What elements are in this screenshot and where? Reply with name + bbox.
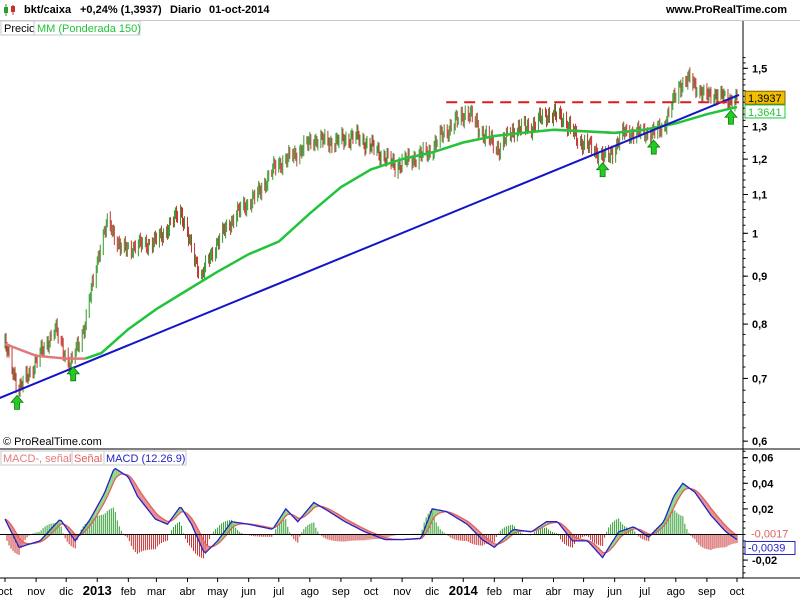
- macd-value-tag: -0,0039: [748, 542, 785, 554]
- date-readout: 01-oct-2014: [209, 4, 270, 16]
- x-tick-label: feb: [487, 586, 502, 598]
- y-tick-label: 1,5: [752, 63, 767, 75]
- up-arrow-icon: [66, 366, 81, 382]
- macd-y-tick-label: 0,02: [752, 504, 773, 516]
- x-tick-label: dic: [425, 586, 440, 598]
- y-tick-label: 0,8: [752, 319, 767, 331]
- x-tick-label: sep: [332, 586, 350, 598]
- last-price-tag-label: 1,3937: [748, 93, 782, 105]
- symbol-title: bkt/caixa: [24, 4, 72, 16]
- x-tick-label: may: [573, 586, 594, 598]
- period-readout: Diario: [170, 4, 202, 16]
- macd-y-tick-label: 0,06: [752, 453, 773, 465]
- ma-value-tag: [744, 104, 786, 119]
- price-tags: 1,3937 1,3641: [744, 90, 786, 119]
- x-tick-label: may: [207, 586, 228, 598]
- x-tick-label: jul: [638, 586, 650, 598]
- y-tick-label: 1,1: [752, 190, 767, 202]
- x-tick-label: mar: [513, 586, 532, 598]
- x-tick-label: 2013: [83, 583, 112, 598]
- x-tick-label: nov: [393, 586, 411, 598]
- x-tick-label: mar: [147, 586, 166, 598]
- y-tick-label: 1: [752, 228, 758, 240]
- x-tick-label: ago: [301, 586, 319, 598]
- x-tick-label: sep: [698, 586, 716, 598]
- up-arrow-icon: [646, 139, 661, 155]
- x-tick-label: nov: [27, 586, 45, 598]
- title-bar: bkt/caixa +0,24% (1,3937) Diario 01-oct-…: [0, 0, 800, 21]
- y-tick-label: 0,7: [752, 373, 767, 385]
- y-tick-label: 0,9: [752, 271, 767, 283]
- last-price-tag: [744, 90, 786, 105]
- moving-average-green-segment: [84, 105, 738, 360]
- y-tick-label: 0,6: [752, 436, 767, 448]
- macd-signal-line: [4, 473, 738, 554]
- time-x-axis: oct nov dic 2013 feb mar abr may jun jul ago sep oct…: [0, 578, 744, 598]
- moving-average-red-segment: [4, 342, 86, 360]
- macd-y-axis: 0,06 0,04 0,02 -0,02: [743, 450, 777, 574]
- change-readout: +0,24% (1,3937): [80, 4, 162, 16]
- macd-value-box: [744, 540, 796, 555]
- x-tick-label: abr: [180, 586, 196, 598]
- x-tick-label: ago: [667, 586, 685, 598]
- legend-moving-average: MM (Ponderada 150): [37, 23, 141, 35]
- legend-signal: Señal: [74, 453, 102, 465]
- up-arrow-icon: [724, 109, 738, 125]
- y-tick-label: 1,2: [752, 154, 767, 166]
- x-tick-label: oct: [0, 586, 12, 598]
- legend-macd-minus-signal: MACD-, señal: [3, 453, 71, 465]
- ma-value-tag-label: 1,3641: [748, 107, 782, 119]
- x-tick-label: abr: [546, 586, 562, 598]
- x-tick-label: jun: [240, 586, 256, 598]
- signal-value-tag: -0,0017: [751, 529, 788, 541]
- x-tick-label: dic: [59, 586, 74, 598]
- x-tick-label: oct: [364, 586, 379, 598]
- legend-macd: MACD (12.26.9): [106, 453, 185, 465]
- macd-y-tick-label: 0,04: [752, 478, 774, 490]
- site-readout: www.ProRealTime.com: [666, 4, 788, 16]
- macd-y-tick-label: -0,02: [752, 555, 777, 567]
- x-tick-label: jul: [272, 586, 284, 598]
- y-tick-label: 1,3: [752, 122, 767, 134]
- x-tick-label: feb: [121, 586, 136, 598]
- x-tick-label: oct: [730, 586, 745, 598]
- support-trendline: [0, 94, 740, 399]
- macd-value-tags: -0,0017-0,0039: [744, 529, 796, 555]
- up-arrow-icon: [10, 394, 24, 410]
- x-tick-label: jun: [606, 586, 622, 598]
- watermark: © ProRealTime.com: [3, 436, 102, 448]
- candlestick-icon: [4, 4, 15, 16]
- x-tick-label: 2014: [449, 583, 479, 598]
- legend-precio: Precio: [4, 23, 35, 35]
- buy-arrows: [10, 109, 738, 410]
- up-arrow-icon: [595, 162, 610, 178]
